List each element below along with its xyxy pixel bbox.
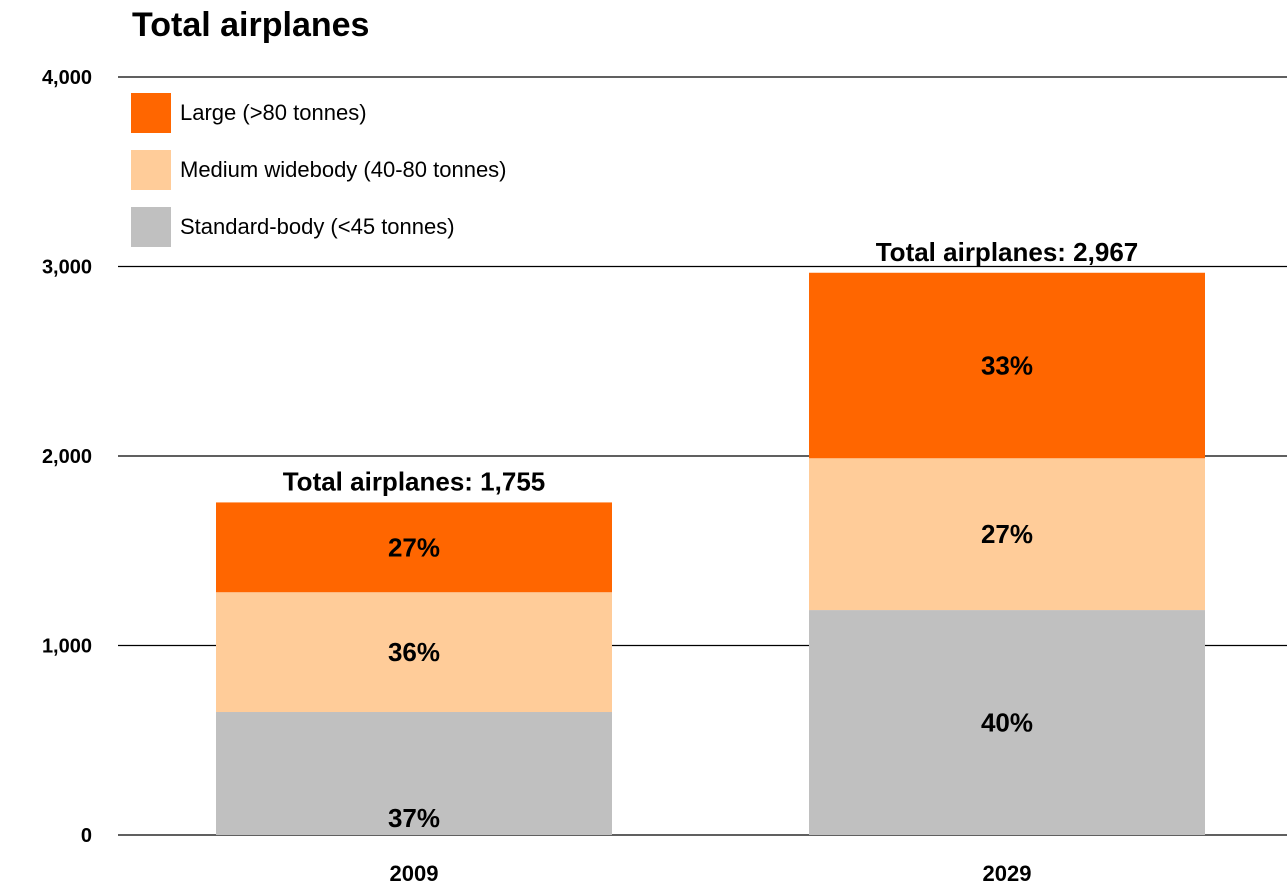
y-axis-ticks: 0 1,000 2,000 3,000 4,000 <box>42 67 92 847</box>
bar-segment <box>809 610 1205 835</box>
legend-swatch <box>131 207 171 247</box>
x-axis-ticks: 2009 2029 <box>390 861 1032 886</box>
y-tick-label: 3,000 <box>42 257 92 279</box>
legend-label: Medium widebody (40-80 tonnes) <box>180 157 507 182</box>
total-label: Total airplanes: 2,967 <box>876 237 1139 267</box>
segment-label: 33% <box>981 351 1033 381</box>
total-label: Total airplanes: 1,755 <box>283 466 546 496</box>
bars: 37% 36% 27% Total airplanes: 1,755 40% 27% 33%… <box>216 237 1205 835</box>
segment-label: 40% <box>981 708 1033 738</box>
legend-label: Standard-body (<45 tonnes) <box>180 214 455 239</box>
segment-label: 27% <box>981 519 1033 549</box>
y-tick-label: 1,000 <box>42 636 92 658</box>
x-tick-label: 2009 <box>390 861 439 886</box>
segment-label: 37% <box>388 803 440 833</box>
bar-segment <box>809 458 1205 611</box>
bar-segment <box>216 502 612 593</box>
legend-swatch <box>131 93 171 133</box>
legend-label: Large (>80 tonnes) <box>180 100 367 125</box>
bar-segment <box>216 592 612 713</box>
segment-label: 36% <box>388 637 440 667</box>
chart-title: Total airplanes <box>132 6 369 44</box>
x-tick-label: 2029 <box>983 861 1032 886</box>
segment-label: 27% <box>388 532 440 562</box>
legend: Large (>80 tonnes) Medium widebody (40-80… <box>131 93 507 247</box>
y-tick-label: 2,000 <box>42 446 92 468</box>
y-tick-label: 0 <box>81 825 92 847</box>
y-tick-label: 4,000 <box>42 67 92 89</box>
bar-segment <box>216 712 612 835</box>
bar-segment <box>809 272 1205 459</box>
legend-swatch <box>131 150 171 190</box>
